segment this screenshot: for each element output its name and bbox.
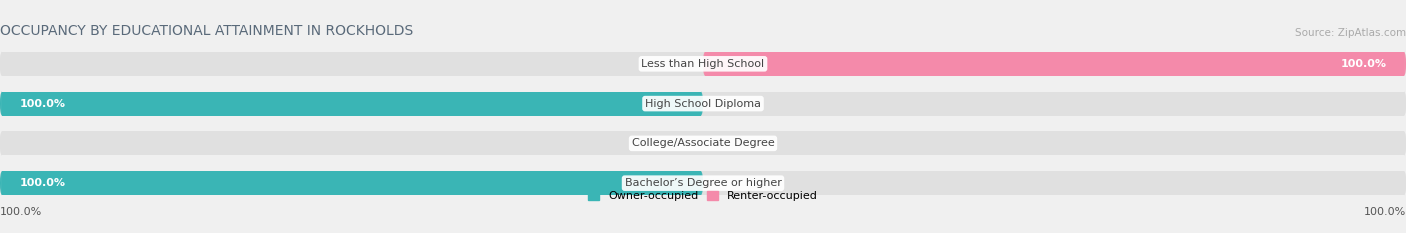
Text: 100.0%: 100.0% — [0, 207, 42, 217]
Bar — [1, 92, 1405, 116]
Text: 100.0%: 100.0% — [1340, 59, 1386, 69]
Wedge shape — [1405, 52, 1406, 76]
Wedge shape — [0, 131, 1, 155]
Wedge shape — [0, 131, 1, 155]
Wedge shape — [0, 171, 1, 195]
Wedge shape — [0, 52, 1, 76]
Wedge shape — [702, 92, 703, 116]
Text: 100.0%: 100.0% — [1364, 207, 1406, 217]
Bar — [1, 52, 1405, 76]
Wedge shape — [0, 92, 1, 116]
Wedge shape — [703, 52, 704, 76]
Text: Source: ZipAtlas.com: Source: ZipAtlas.com — [1295, 28, 1406, 38]
Wedge shape — [0, 92, 1, 116]
Wedge shape — [1405, 52, 1406, 76]
Wedge shape — [1405, 92, 1406, 116]
Wedge shape — [0, 92, 1, 116]
Text: 100.0%: 100.0% — [20, 99, 66, 109]
Bar — [1, 171, 702, 195]
Bar — [1, 171, 1405, 195]
Text: 100.0%: 100.0% — [20, 178, 66, 188]
Bar — [1, 92, 1405, 116]
Wedge shape — [1405, 131, 1406, 155]
Wedge shape — [1405, 92, 1406, 116]
Wedge shape — [1405, 171, 1406, 195]
Bar — [1, 92, 702, 116]
Bar — [704, 52, 1405, 76]
Wedge shape — [0, 171, 1, 195]
Legend: Owner-occupied, Renter-occupied: Owner-occupied, Renter-occupied — [588, 191, 818, 201]
Wedge shape — [1405, 52, 1406, 76]
Text: Bachelor’s Degree or higher: Bachelor’s Degree or higher — [624, 178, 782, 188]
Wedge shape — [1405, 131, 1406, 155]
Bar — [1, 131, 1405, 155]
Wedge shape — [1405, 171, 1406, 195]
Text: High School Diploma: High School Diploma — [645, 99, 761, 109]
Bar — [1, 52, 1405, 76]
Wedge shape — [702, 171, 703, 195]
Bar — [1, 171, 1405, 195]
Wedge shape — [0, 52, 1, 76]
Wedge shape — [0, 171, 1, 195]
Bar — [1, 131, 1405, 155]
Text: OCCUPANCY BY EDUCATIONAL ATTAINMENT IN ROCKHOLDS: OCCUPANCY BY EDUCATIONAL ATTAINMENT IN R… — [0, 24, 413, 38]
Text: Less than High School: Less than High School — [641, 59, 765, 69]
Text: College/Associate Degree: College/Associate Degree — [631, 138, 775, 148]
